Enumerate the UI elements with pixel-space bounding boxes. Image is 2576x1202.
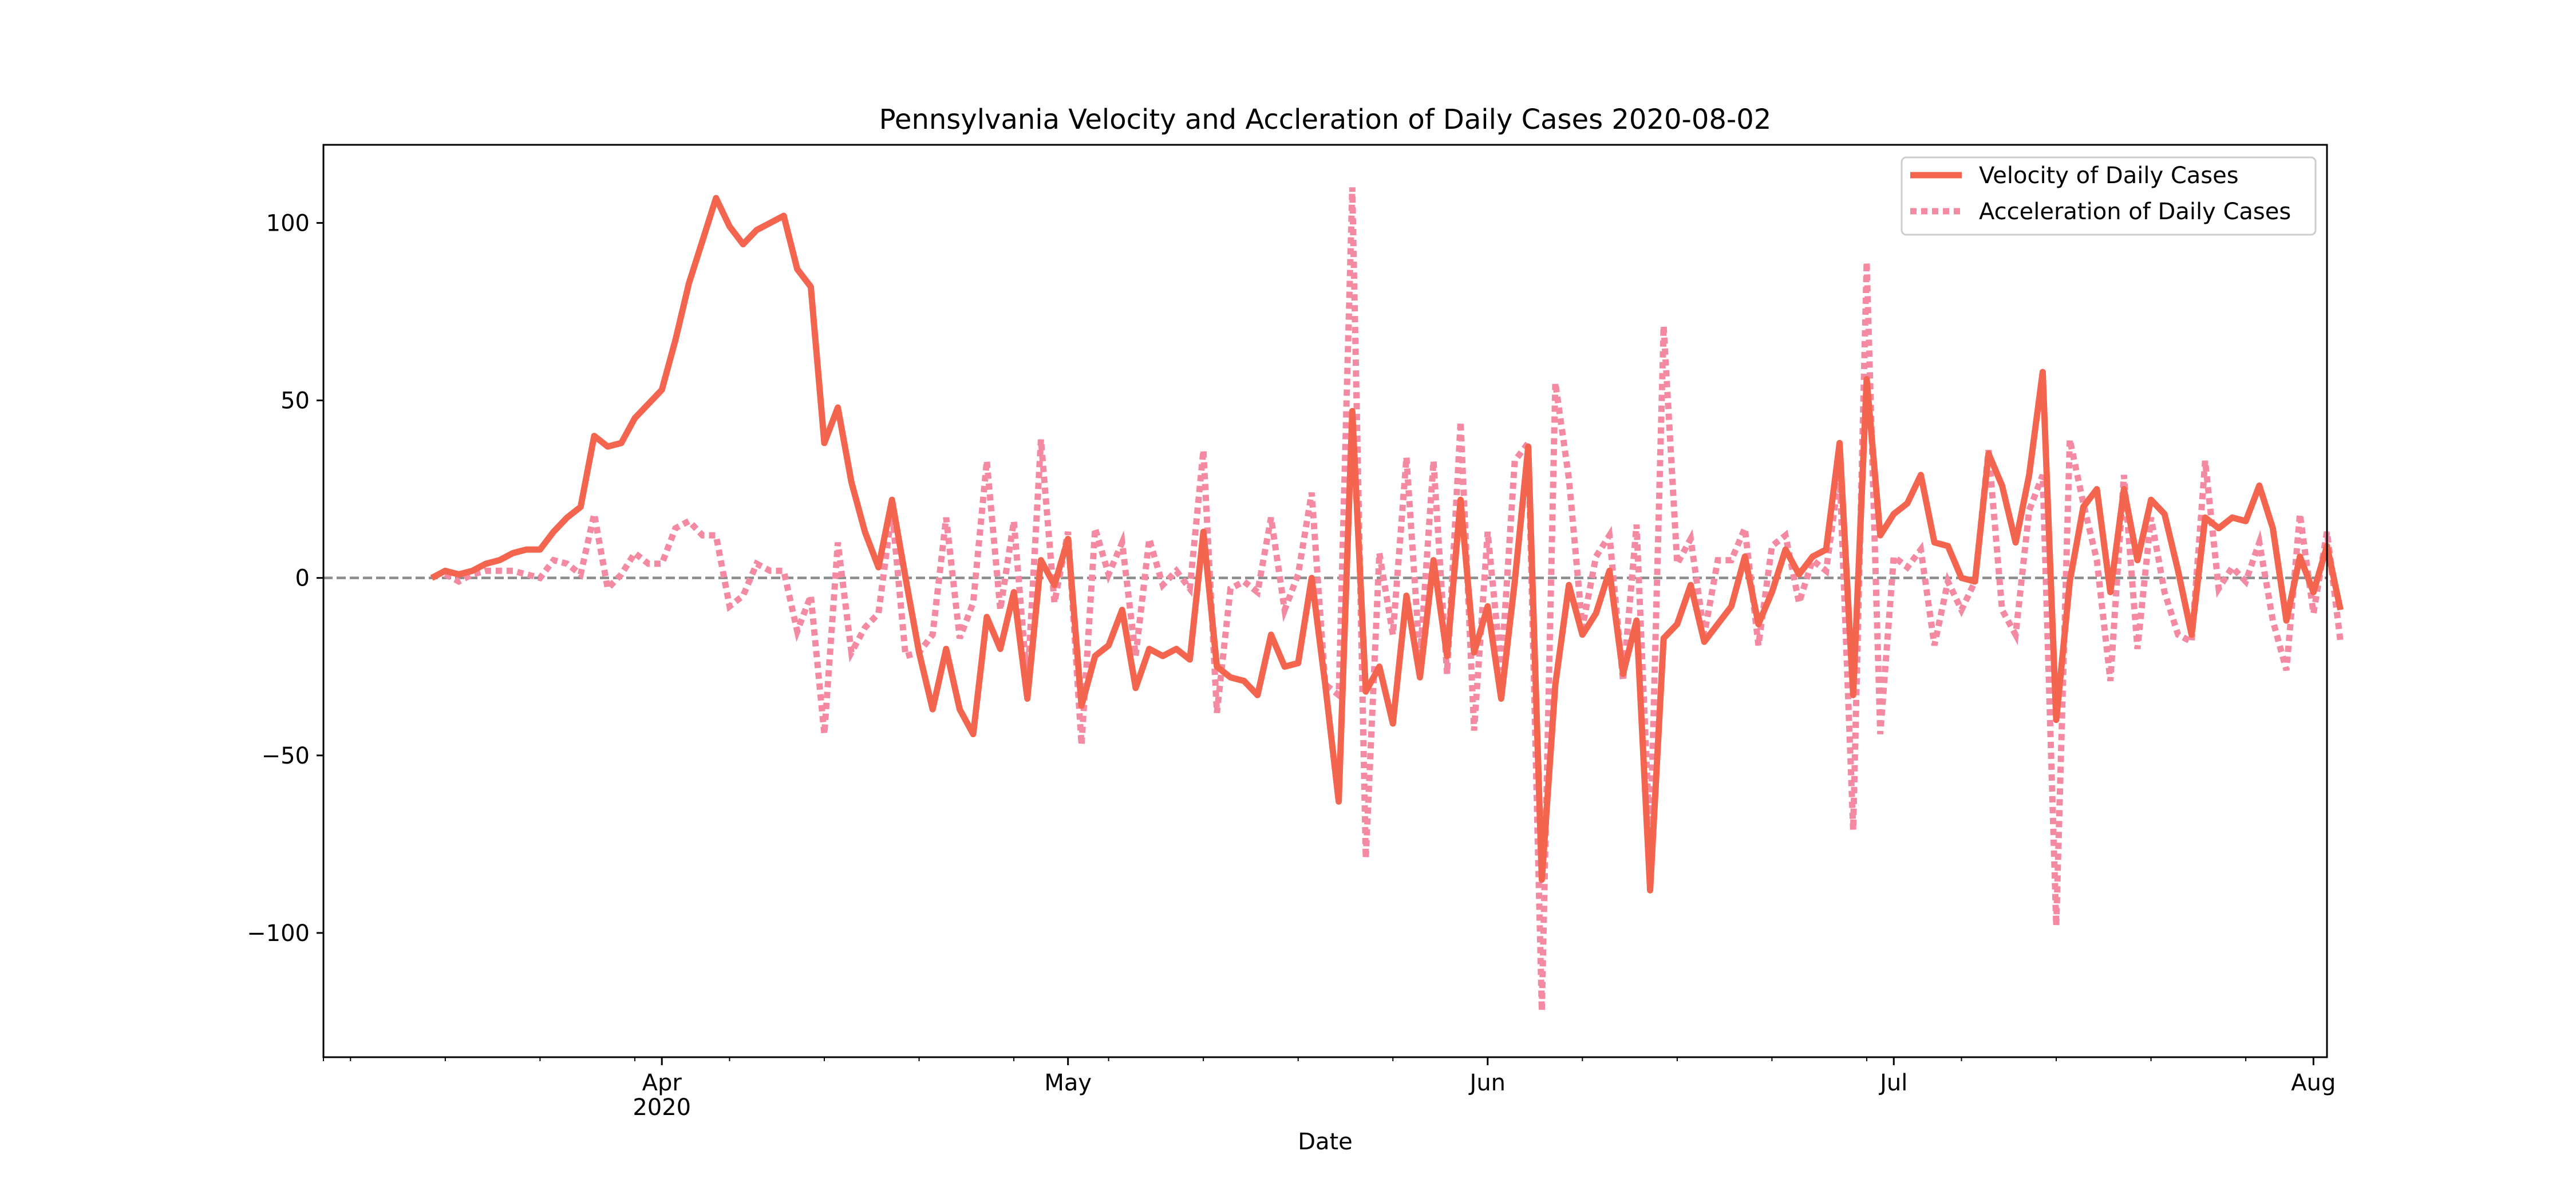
legend-label-acceleration: Acceleration of Daily Cases — [1979, 199, 2291, 225]
chart-title: Pennsylvania Velocity and Accleration of… — [879, 104, 1772, 136]
x-tick-label: Jun — [1468, 1070, 1506, 1096]
plot-area — [323, 187, 2344, 1011]
y-tick-label: 50 — [280, 388, 310, 414]
legend: Velocity of Daily Cases Acceleration of … — [1901, 156, 2317, 236]
y-tick-label: −100 — [247, 920, 310, 947]
x-tick-label: Apr — [642, 1070, 682, 1096]
axes-frame — [322, 144, 2328, 1058]
y-tick-label: 100 — [266, 210, 310, 236]
x-tick-label: Jul — [1878, 1070, 1907, 1096]
series-line-acceleration — [444, 187, 2344, 1011]
legend-box — [1901, 156, 2317, 236]
series-line-velocity — [430, 195, 2344, 893]
legend-label-velocity: Velocity of Daily Cases — [1979, 163, 2239, 189]
y-tick-label: −50 — [262, 743, 310, 769]
x-tick-label: Aug — [2291, 1070, 2336, 1096]
x-tick-label: May — [1044, 1070, 1092, 1096]
y-axis: 100 50 0 −50 −100 — [247, 210, 323, 947]
x-axis-label: Date — [1298, 1129, 1353, 1155]
x-tick-year-label: 2020 — [633, 1094, 691, 1121]
y-tick-label: 0 — [295, 566, 310, 592]
